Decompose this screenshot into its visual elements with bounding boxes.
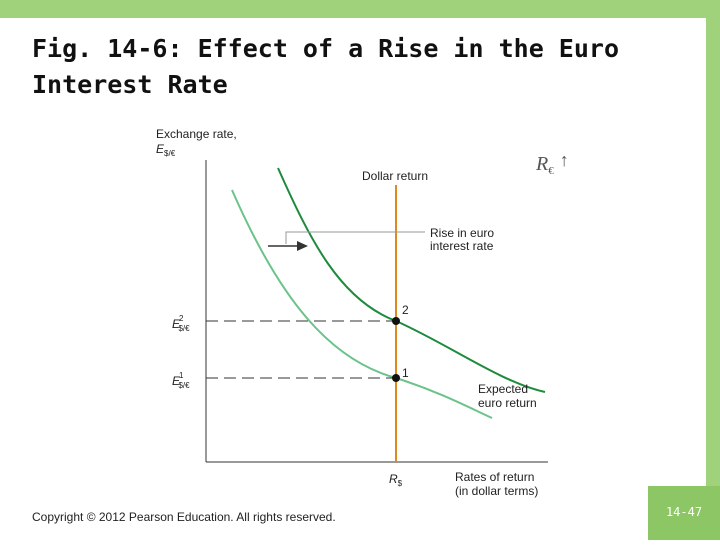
equilibrium-point [392,374,400,382]
rate-label: E2 $/€ [172,314,190,333]
euro-rate-change: R€ ↑ [535,150,569,177]
shift-label: Rise in euro [430,226,494,240]
y-axis-label: Exchange rate, [156,127,237,141]
shift-label: interest rate [430,239,494,253]
subscript: € [548,165,554,177]
subscript: $/€ [178,324,190,333]
point-label: 1 [402,366,409,380]
equilibrium-point [392,317,400,325]
x-axis-label: (in dollar terms) [455,484,538,498]
arrow-symbol: ↑ [560,150,569,170]
title-line: Fig. 14-6: Effect of a Rise in the Euro [32,34,619,63]
slide-number: 14-47 [666,505,702,519]
leader-line [285,231,425,244]
dollar-return-label: Dollar return [362,169,428,183]
curve-label: Expected [478,382,528,396]
y-axis-symbol: E$/€ [156,142,176,158]
title-line: Interest Rate [32,70,228,99]
superscript: 1 [179,371,184,380]
superscript: 2 [179,314,184,323]
old-euro-return-curve [231,189,493,419]
subscript: $/€ [178,381,190,390]
symbol: E [172,317,181,331]
rate-label: E1 $/€ [172,371,190,390]
symbol: R [535,153,548,175]
curve-label: euro return [478,396,537,410]
subscript: $ [398,479,403,488]
symbol: E [172,374,181,388]
top-band [0,0,720,18]
slide-number-box [648,486,720,540]
subscript: $/€ [164,149,176,158]
arrow-head [297,241,308,251]
copyright: Copyright © 2012 Pearson Education. All … [32,510,336,524]
dollar-rate-label: R$ [389,472,403,488]
point-label: 2 [402,303,409,317]
symbol: E [156,142,165,156]
right-band [706,0,720,540]
symbol: R [389,472,398,486]
x-axis-label: Rates of return [455,470,534,484]
